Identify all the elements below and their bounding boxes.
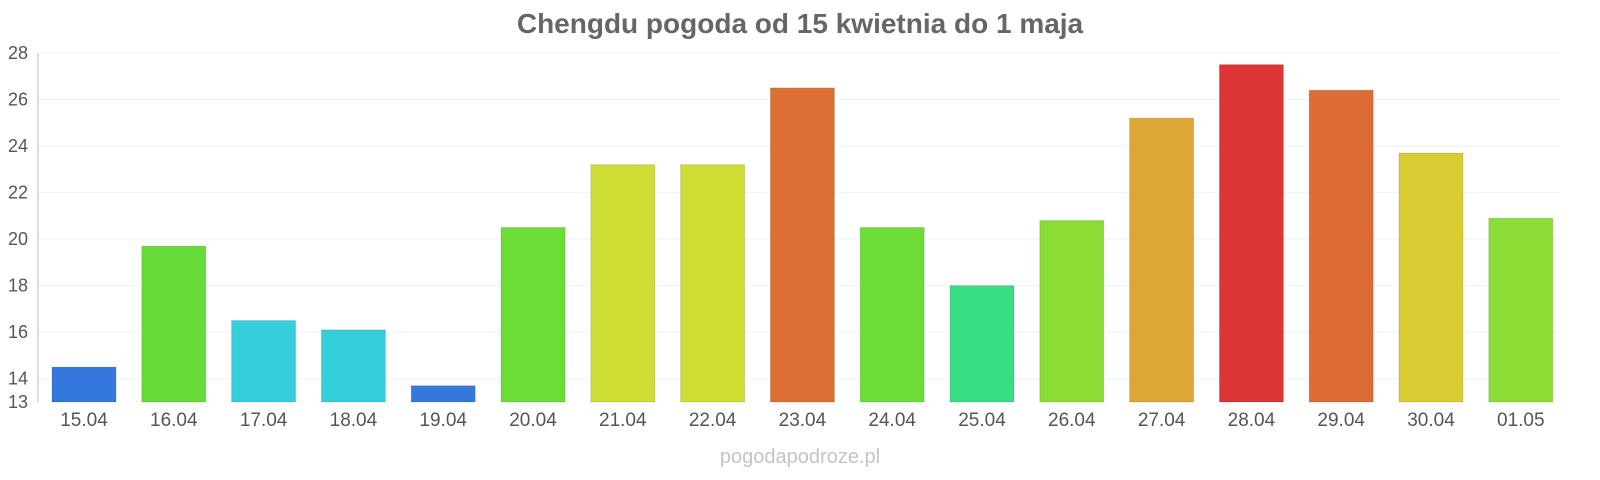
x-tick-label: 01.05 <box>1497 410 1545 431</box>
bar-01.05[interactable] <box>1488 217 1554 403</box>
source-label: pogodapodroze.pl <box>720 446 880 468</box>
bar-21.04[interactable] <box>590 164 656 403</box>
x-tick-label: 15.04 <box>60 410 108 431</box>
y-axis-ticks: 13 14 16 18 20 22 24 26 28 <box>8 43 28 412</box>
bar-17.04[interactable] <box>231 320 297 403</box>
bar-27.04[interactable] <box>1129 117 1195 403</box>
y-tick-label: 22 <box>8 183 28 203</box>
bar-28.04[interactable] <box>1218 64 1284 403</box>
x-tick-label: 18.04 <box>330 410 378 431</box>
bar-16.04[interactable] <box>141 245 207 403</box>
x-tick-label: 20.04 <box>509 410 557 431</box>
x-tick-label: 24.04 <box>868 410 916 431</box>
bar-29.04[interactable] <box>1308 89 1374 403</box>
x-tick-label: 22.04 <box>689 410 737 431</box>
x-tick-label: 23.04 <box>779 410 827 431</box>
x-tick-label: 16.04 <box>150 410 198 431</box>
x-tick-label: 26.04 <box>1048 410 1096 431</box>
x-axis-ticks: 15.04 16.04 17.04 18.04 19.04 20.04 21.04 22.04… <box>60 410 1544 431</box>
y-tick-label: 16 <box>8 322 28 342</box>
bar-26.04[interactable] <box>1039 220 1105 403</box>
y-tick-label: 20 <box>8 229 28 249</box>
y-tick-label: 14 <box>8 369 28 389</box>
bar-23.04[interactable] <box>769 87 835 403</box>
x-tick-label: 25.04 <box>958 410 1006 431</box>
bar-18.04[interactable] <box>320 329 386 403</box>
x-tick-label: 28.04 <box>1228 410 1276 431</box>
bar-24.04[interactable] <box>859 227 925 403</box>
y-tick-label: 28 <box>8 43 28 63</box>
y-tick-label: 24 <box>8 136 28 156</box>
x-tick-label: 27.04 <box>1138 410 1186 431</box>
bar-25.04[interactable] <box>949 285 1015 403</box>
bar-15.04[interactable] <box>51 366 117 403</box>
chart-title: Chengdu pogoda od 15 kwietnia do 1 maja <box>517 8 1084 39</box>
y-tick-label: 13 <box>8 392 28 412</box>
bar-30.04[interactable] <box>1398 152 1464 403</box>
x-tick-label: 29.04 <box>1317 410 1365 431</box>
y-tick-label: 26 <box>8 90 28 110</box>
x-tick-label: 17.04 <box>240 410 288 431</box>
y-tick-label: 18 <box>8 276 28 296</box>
bar-19.04[interactable] <box>410 385 476 403</box>
bar-20.04[interactable] <box>500 227 566 403</box>
x-tick-label: 21.04 <box>599 410 647 431</box>
bars <box>51 64 1554 403</box>
x-tick-label: 19.04 <box>419 410 467 431</box>
bar-22.04[interactable] <box>680 164 746 403</box>
x-tick-label: 30.04 <box>1407 410 1455 431</box>
